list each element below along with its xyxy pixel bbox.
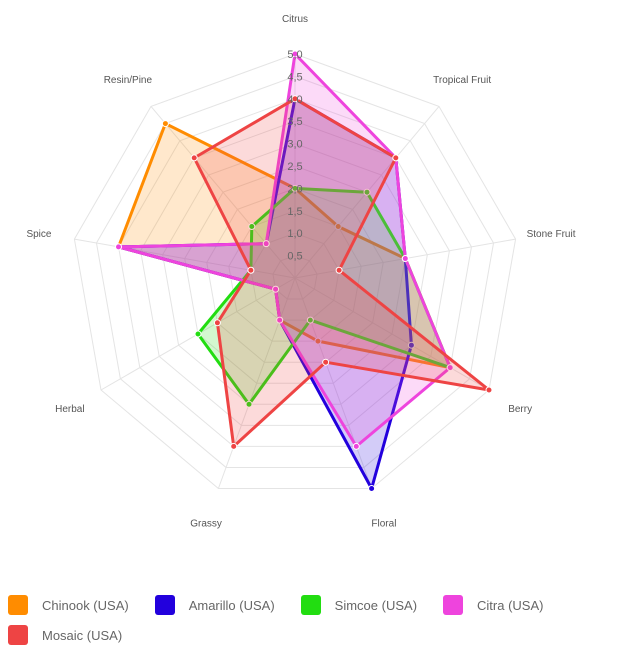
series-4: [190, 95, 493, 450]
legend-label: Simcoe (USA): [334, 597, 418, 613]
data-point[interactable]: [314, 337, 322, 345]
grid-ring: [162, 143, 428, 405]
data-point[interactable]: [230, 442, 238, 450]
tick-label: 0,5: [287, 251, 302, 263]
data-point[interactable]: [291, 95, 299, 103]
radar-svg: 0,5 1,0 1,5 2,0 2,5 3,0 3,5 4,0 4,5 5,0 Citrus Tro…: [26, 14, 575, 529]
data-point[interactable]: [352, 442, 360, 450]
legend-item[interactable]: Mosaic (USA): [8, 620, 122, 650]
data-point[interactable]: [407, 341, 415, 349]
axis-label: Resin/Pine: [104, 75, 153, 86]
axis-label: Citrus: [282, 14, 308, 25]
series-layer: [115, 50, 493, 492]
legend-swatch: [443, 595, 464, 615]
grid-ring: [206, 187, 384, 363]
axis-label: Berry: [508, 404, 532, 415]
data-point[interactable]: [334, 223, 342, 231]
grid-ring: [272, 255, 318, 300]
axis-label: Floral: [371, 518, 396, 529]
axis-spoke: [217, 277, 296, 489]
legend-item[interactable]: Chinook (USA): [8, 590, 129, 620]
series-area: [117, 122, 452, 370]
legend-label: Citra (USA): [477, 597, 544, 613]
legend-item[interactable]: Simcoe (USA): [300, 590, 418, 620]
data-point[interactable]: [262, 240, 270, 248]
legend-label: Mosaic (USA): [42, 627, 123, 643]
data-point[interactable]: [322, 358, 330, 366]
legend-swatch: [154, 595, 175, 615]
axis-label: Spice: [26, 229, 51, 240]
grid-ring: [250, 232, 340, 321]
grid-ring: [117, 98, 473, 447]
data-point[interactable]: [161, 120, 169, 128]
data-point[interactable]: [272, 285, 280, 293]
tick-label: 3,5: [287, 116, 302, 128]
data-point[interactable]: [276, 316, 284, 324]
tick-label: 5,0: [287, 49, 302, 61]
axis-label-layer: Citrus Tropical Fruit Stone Fruit Berry Flor…: [26, 14, 575, 529]
grid-ring: [95, 75, 495, 468]
legend-swatch: [300, 595, 321, 615]
axis-label: Stone Fruit: [527, 229, 576, 240]
tick-label: 2,5: [287, 161, 302, 173]
tick-layer: 0,5 1,0 1,5 2,0 2,5 3,0 3,5 4,0 4,5 5,0: [287, 49, 302, 263]
data-point[interactable]: [247, 266, 255, 274]
tick-label: 1,0: [287, 228, 302, 240]
data-point[interactable]: [248, 223, 256, 231]
data-point[interactable]: [363, 188, 371, 196]
tick-label: 4,5: [287, 71, 302, 83]
axis-spoke: [294, 277, 490, 391]
data-point[interactable]: [401, 255, 409, 263]
data-point[interactable]: [392, 154, 400, 162]
data-point[interactable]: [291, 184, 299, 192]
data-point[interactable]: [485, 386, 493, 394]
data-point[interactable]: [190, 154, 198, 162]
grid-ring: [73, 53, 517, 489]
series-area: [117, 52, 452, 448]
legend-swatch: [8, 595, 28, 615]
data-point[interactable]: [306, 316, 314, 324]
legend: Chinook (USA) Amarillo (USA) Simcoe (USA) C…: [8, 590, 608, 650]
tick-label: 1,5: [287, 206, 302, 218]
axis-label: Grassy: [190, 518, 222, 529]
data-point[interactable]: [335, 266, 343, 274]
legend-label: Amarillo (USA): [188, 597, 275, 613]
series-3: [115, 50, 454, 450]
data-point[interactable]: [115, 243, 123, 251]
tick-label: 4,0: [287, 94, 302, 106]
data-point[interactable]: [213, 319, 221, 327]
legend-swatch: [8, 625, 28, 645]
axis-spoke: [74, 238, 296, 279]
tick-label: 2,0: [287, 183, 302, 195]
data-point[interactable]: [446, 364, 454, 372]
legend-item[interactable]: Citra (USA): [443, 590, 543, 620]
tick-label: 3,0: [287, 139, 302, 151]
data-point[interactable]: [368, 484, 376, 492]
axis-spoke: [294, 277, 373, 489]
data-point[interactable]: [245, 400, 253, 408]
data-point[interactable]: [194, 330, 202, 338]
data-point[interactable]: [291, 50, 299, 58]
legend-label: Chinook (USA): [42, 597, 129, 613]
axis-label: Tropical Fruit: [433, 75, 491, 86]
grid-ring: [140, 120, 450, 426]
legend-item[interactable]: Amarillo (USA): [154, 590, 275, 620]
axis-label: Herbal: [55, 404, 84, 415]
axis-spoke: [150, 106, 296, 279]
